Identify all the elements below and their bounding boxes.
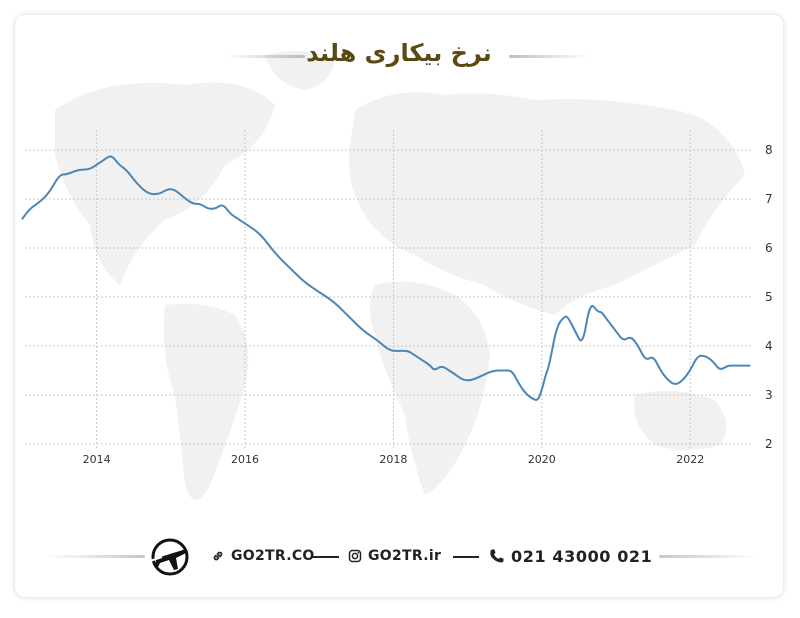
website-link[interactable]: GO2TR.CO [211, 545, 315, 567]
series-line [21, 155, 751, 401]
instagram-icon [348, 549, 362, 563]
y-tick-label: 3 [765, 388, 773, 402]
chart-title: نرخ بیکاری هلند [306, 39, 492, 67]
instagram-link[interactable]: GO2TR.ir [348, 545, 441, 567]
y-tick-label: 2 [765, 437, 773, 451]
x-tick-label: 2018 [379, 453, 407, 466]
x-axis-ticks: 2014 2016 2018 2020 2022 [83, 453, 705, 466]
y-tick-label: 4 [765, 339, 773, 353]
title-decoration-left [225, 55, 305, 58]
phone-link[interactable]: 021 43000 021 [489, 545, 652, 567]
y-tick-label: 5 [765, 290, 773, 304]
series [21, 155, 751, 401]
plane-logo-icon [149, 538, 189, 576]
y-tick-label: 6 [765, 241, 773, 255]
phone-text: 021 43000 021 [511, 546, 653, 566]
grid [25, 130, 751, 450]
x-tick-label: 2014 [83, 453, 111, 466]
line-chart: 2014 2016 2018 2020 2022 2 3 4 5 6 7 8 [21, 130, 773, 466]
footer-separator [313, 556, 339, 558]
world-map-background [55, 51, 745, 500]
footer: GO2TR.CO GO2TR.ir 021 43000 021 [15, 535, 783, 576]
y-tick-label: 7 [765, 192, 773, 206]
phone-icon [490, 549, 504, 563]
footer-decoration-left [45, 555, 145, 558]
title-decoration-right [509, 55, 589, 58]
link-icon [213, 551, 223, 561]
footer-decoration-right [659, 555, 759, 558]
x-tick-label: 2016 [231, 453, 259, 466]
y-axis-ticks: 2 3 4 5 6 7 8 [765, 143, 773, 451]
y-tick-label: 8 [765, 143, 773, 157]
x-tick-label: 2020 [528, 453, 556, 466]
x-tick-label: 2022 [676, 453, 704, 466]
instagram-text: GO2TR.ir [368, 548, 442, 564]
footer-separator [453, 556, 479, 558]
chart-card: نرخ بیکاری هلند 2014 2016 2018 2020 2022 2 3 4… [15, 15, 783, 597]
website-text: GO2TR.CO [231, 548, 315, 564]
